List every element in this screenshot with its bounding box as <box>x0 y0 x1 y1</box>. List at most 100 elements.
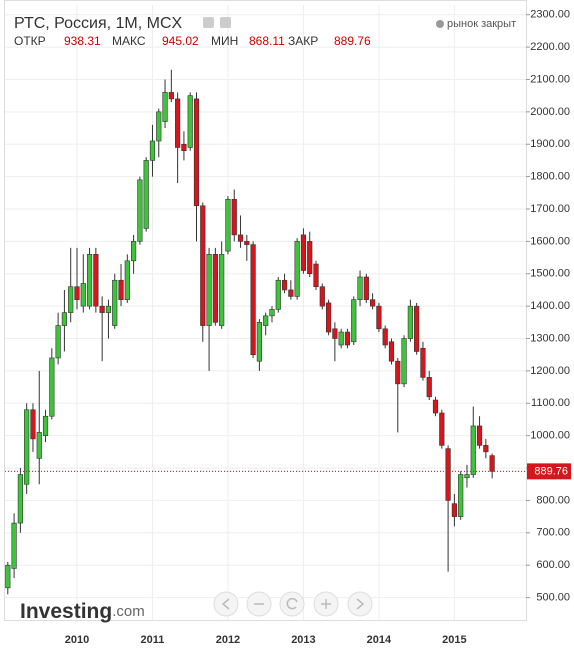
candle-body <box>344 331 351 346</box>
candle-body <box>74 286 80 300</box>
candle-body <box>414 305 420 352</box>
candle-body <box>451 503 457 517</box>
y-tick-label: 1800.00 <box>530 171 570 183</box>
icon-right <box>356 598 365 610</box>
x-tick-label: 2011 <box>141 634 165 646</box>
open-label: ОТКР <box>14 34 46 48</box>
candle-body <box>407 305 413 339</box>
y-tick-label: 1600.00 <box>530 235 570 247</box>
candle-body <box>319 286 325 307</box>
y-tick-label: 1500.00 <box>530 268 570 280</box>
candle-body <box>105 305 112 313</box>
high-label: МАКС <box>112 34 146 48</box>
candle-body <box>483 445 489 453</box>
x-tick-label: 2012 <box>216 634 240 646</box>
candle-body <box>489 455 495 472</box>
candle-body <box>187 95 193 148</box>
candle-body <box>376 305 382 330</box>
nav-right[interactable] <box>347 591 373 617</box>
last-price-label: 889.76 <box>534 465 568 477</box>
candle-body <box>445 448 451 501</box>
candle-body <box>256 322 263 362</box>
y-tick-label: 2100.00 <box>530 73 570 85</box>
candle-body <box>269 309 275 317</box>
candle-body <box>112 279 118 326</box>
y-tick-label: 1200.00 <box>530 365 570 377</box>
candle-body <box>206 254 212 326</box>
candle-body <box>231 198 237 236</box>
candle-body <box>193 98 200 207</box>
candle-body <box>168 92 174 100</box>
candle-body <box>332 328 338 339</box>
x-tick-label: 2013 <box>291 634 315 646</box>
candle-body <box>124 260 130 300</box>
candle-body <box>476 425 483 446</box>
candles <box>5 69 526 595</box>
y-tick-label: 700.00 <box>536 527 570 539</box>
ohlc-header: ОТКР 938.31 МАКС 945.02 МИН 868.11 ЗАКР … <box>14 34 371 48</box>
candle-body <box>325 302 332 333</box>
candle-body <box>294 241 300 297</box>
candle-body <box>370 299 376 307</box>
candle-body <box>420 347 426 378</box>
open-value: 938.31 <box>64 34 101 48</box>
candle-body <box>175 98 181 148</box>
candle-body <box>395 360 401 385</box>
candle-body <box>131 241 137 262</box>
reset[interactable] <box>279 591 305 617</box>
close-label: ЗАКР <box>288 34 318 48</box>
y-tick-label: 1100.00 <box>531 397 570 409</box>
low-label: МИН <box>211 34 238 48</box>
y-tick-label: 800.00 <box>536 494 570 506</box>
candle-body <box>432 399 439 414</box>
candle-body <box>225 198 231 252</box>
candle-body <box>118 279 124 300</box>
settings-icon[interactable] <box>203 17 214 28</box>
candle-body <box>464 474 470 479</box>
candle-body <box>244 241 250 245</box>
candle-body <box>401 338 407 385</box>
x-tick-label: 2014 <box>367 634 392 646</box>
status-dot <box>436 20 444 28</box>
y-tick-label: 2000.00 <box>530 106 570 118</box>
candle-body <box>137 179 143 242</box>
candle-body <box>156 111 162 142</box>
plot-frame <box>4 0 527 621</box>
y-tick-label: 600.00 <box>536 559 570 571</box>
candle-body <box>281 279 288 291</box>
candle-body <box>363 276 369 300</box>
candle-body <box>300 234 307 271</box>
nav-icons <box>221 597 365 610</box>
candle-body <box>426 377 432 398</box>
candle-body <box>17 474 23 524</box>
candle-body <box>181 143 187 152</box>
candle-body <box>162 92 168 122</box>
candle-body <box>49 357 55 417</box>
icon-plus <box>321 599 331 609</box>
candle-body <box>80 283 86 307</box>
nav-left[interactable] <box>213 591 239 617</box>
candle-body <box>219 254 225 326</box>
candle-body <box>357 276 363 300</box>
candle-body <box>200 205 206 326</box>
candle-body <box>351 299 357 343</box>
candle-body <box>470 425 476 475</box>
candle-body <box>439 412 445 446</box>
candle-body <box>11 522 17 569</box>
chart-title: РТС, Россия, 1M, MCX <box>14 15 183 32</box>
candle-body <box>307 241 313 275</box>
candle-body <box>24 409 30 485</box>
y-tick-label: 1900.00 <box>530 138 570 150</box>
y-tick-label: 1400.00 <box>530 300 570 312</box>
x-tick-label: 2010 <box>65 634 89 646</box>
candle-body <box>288 289 294 297</box>
candle-body <box>61 312 68 326</box>
logo-suffix: .com <box>112 603 145 620</box>
settings-icon[interactable] <box>220 17 231 28</box>
candle-body <box>143 160 149 229</box>
candle-body <box>55 325 61 359</box>
candle-body <box>68 286 74 313</box>
candle-body <box>99 305 105 313</box>
candle-body <box>5 564 11 589</box>
candle-body <box>263 315 269 326</box>
